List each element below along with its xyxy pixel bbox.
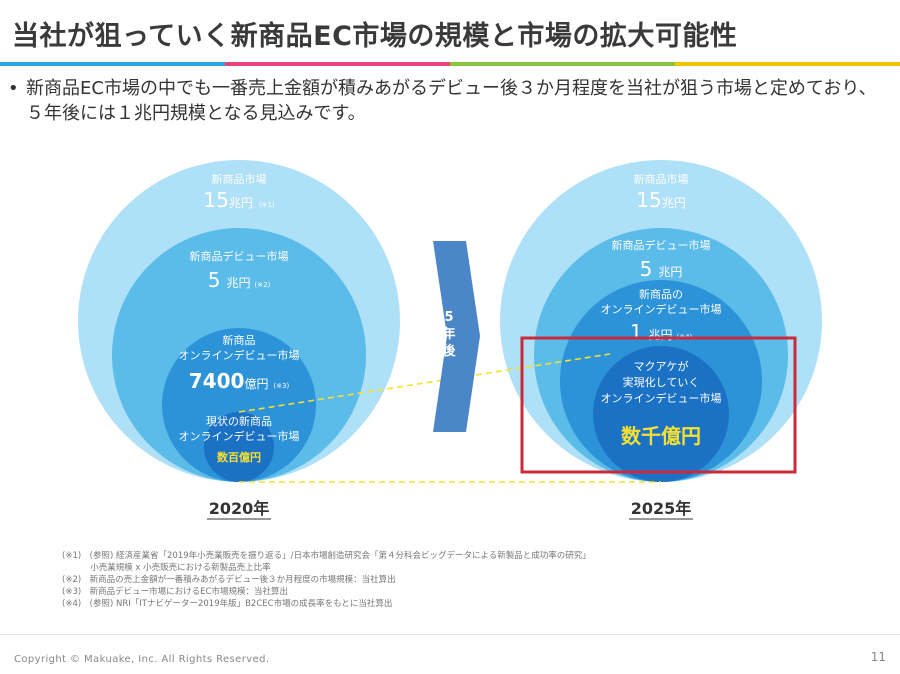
right-third-label-1: 新商品の: [639, 287, 683, 301]
arrow-char-1: 5: [444, 310, 453, 325]
arrow-char-3: 後: [442, 343, 456, 359]
market-diagram: 5 年 後 新商品市場 15兆円 (※1) 新商品デビュー市場 5 兆円 (※2) 新…: [78, 160, 822, 520]
left-third-circle: [162, 328, 316, 482]
copyright: Copyright © Makuake, Inc. All Rights Res…: [14, 654, 270, 665]
left-circles: [78, 160, 400, 482]
right-outer-label: 新商品市場: [634, 172, 689, 186]
title-rule: [0, 62, 900, 66]
footnote-2: (※2) 新商品の売上金額が一番積みあがるデビュー後３か月程度の市場規模：当社算…: [62, 575, 396, 585]
rule-segment-blue: [0, 62, 225, 66]
left-year-label: 2020年: [209, 499, 270, 518]
rule-segment-pink: [225, 62, 450, 66]
bullet-point: • 新商品EC市場の中でも一番売上金額が積みあがるデビュー後３か月程度を当社が狙…: [8, 76, 893, 126]
left-inner-label-2: オンラインデビュー市場: [179, 429, 300, 443]
footnote-1-cont: 小売業規模 x 小売販売における新製品売上比率: [62, 563, 271, 573]
left-outer-label: 新商品市場: [212, 172, 267, 186]
right-circles: [500, 160, 822, 482]
left-third-label-2: オンラインデビュー市場: [179, 348, 300, 362]
connector-top-dashed: [238, 353, 611, 413]
arrow-char-2: 年: [442, 326, 455, 342]
right-year-label: 2025年: [631, 499, 692, 518]
left-second-label: 新商品デビュー市場: [190, 249, 289, 263]
left-inner-label-1: 現状の新商品: [206, 414, 272, 428]
rule-segment-green: [450, 62, 675, 66]
target-market-highlight-box: [520, 336, 797, 474]
footnote-4: (※4) (参照) NRI「ITナビゲーター2019年版」B2CEC市場の成長率…: [62, 599, 393, 609]
left-inner-value: 数百億円: [217, 450, 261, 464]
right-third-label-2: オンラインデビュー市場: [601, 302, 722, 316]
right-inner-value: 数千億円: [621, 424, 701, 448]
left-inner-circle: [204, 412, 274, 482]
footer-divider: [0, 634, 900, 635]
page-title: 当社が狙っていく新商品EC市場の規模と市場の拡大可能性: [12, 21, 738, 52]
right-inner-label-3: オンラインデビュー市場: [601, 391, 722, 405]
left-third-label-1: 新商品: [223, 333, 256, 347]
rule-segment-yellow: [675, 62, 900, 66]
five-years-arrow: [433, 241, 480, 432]
left-second-value: 5 兆円 (※2): [208, 268, 271, 292]
right-inner-circle: [593, 346, 729, 482]
footnotes: (※1) (参照) 経済産業省「2019年小売業販売を振り返る」/日本市場創造研…: [62, 550, 591, 610]
left-third-value: 7400億円 (※3): [189, 369, 290, 393]
bullet-dot-icon: •: [8, 78, 19, 99]
left-outer-value: 15兆円 (※1): [203, 188, 275, 212]
page-number: 11: [870, 650, 886, 664]
right-inner-label-2: 実現化していく: [623, 375, 700, 389]
right-second-label: 新商品デビュー市場: [612, 238, 711, 252]
right-outer-value: 15兆円: [636, 188, 685, 212]
right-inner-label-1: マクアケが: [634, 359, 689, 373]
footnote-3: (※3) 新商品デビュー市場におけるEC市場規模：当社算出: [62, 587, 288, 597]
bullet-text: 新商品EC市場の中でも一番売上金額が積みあがるデビュー後３か月程度を当社が狙う市…: [26, 78, 877, 124]
right-second-value: 5 兆円: [640, 257, 683, 281]
footnote-1: (※1) (参照) 経済産業省「2019年小売業販売を振り返る」/日本市場創造研…: [62, 551, 591, 561]
